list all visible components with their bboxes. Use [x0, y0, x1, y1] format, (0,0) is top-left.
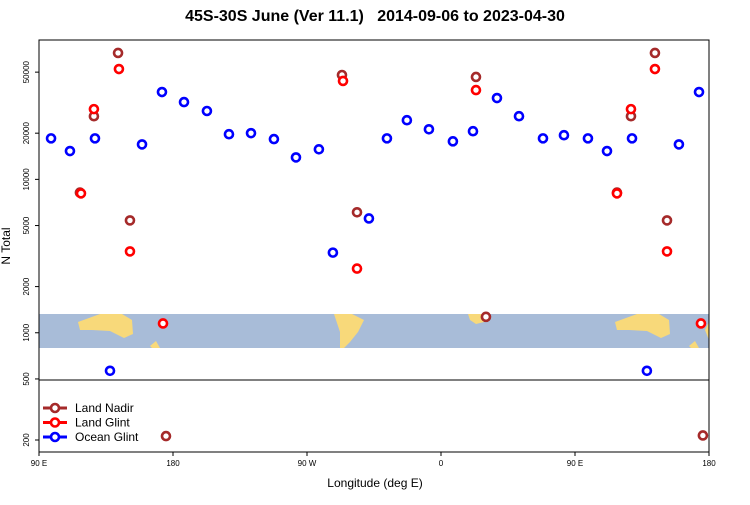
- point: [626, 133, 638, 144]
- legend-label: Land Glint: [75, 416, 130, 430]
- point: [601, 145, 613, 157]
- point: [582, 133, 594, 144]
- point: [695, 318, 707, 329]
- point: [89, 133, 101, 144]
- legend-marker: [49, 402, 61, 414]
- point: [480, 311, 492, 323]
- point: [124, 246, 136, 257]
- point: [64, 145, 76, 157]
- legend-marker: [49, 431, 61, 443]
- point: [113, 63, 125, 75]
- x-tick-label: 90 W: [298, 459, 317, 468]
- x-tick-label: 90 E: [567, 459, 583, 468]
- x-tick-label: 180: [166, 459, 180, 468]
- point: [245, 127, 257, 139]
- point: [558, 129, 570, 141]
- point: [641, 365, 653, 377]
- point: [693, 86, 705, 98]
- point: [661, 246, 673, 257]
- point: [88, 103, 100, 115]
- point: [104, 365, 116, 377]
- point: [156, 86, 168, 98]
- legend-marker: [49, 417, 61, 428]
- point: [470, 71, 482, 83]
- point: [363, 213, 375, 224]
- point: [124, 215, 136, 226]
- point: [401, 114, 413, 126]
- point: [423, 124, 435, 135]
- x-tick-label: 90 E: [31, 459, 47, 468]
- point: [223, 128, 235, 140]
- point: [470, 84, 482, 96]
- y-tick-label: 200: [22, 433, 31, 447]
- point: [160, 430, 172, 442]
- point: [649, 47, 661, 59]
- point: [75, 188, 87, 199]
- point: [491, 92, 503, 104]
- chart-title: 45S-30S June (Ver 11.1) 2014-09-06 to 20…: [185, 8, 565, 25]
- legend-label: Ocean Glint: [75, 430, 139, 444]
- point: [661, 215, 673, 226]
- point: [447, 136, 459, 147]
- point: [467, 125, 479, 137]
- point: [136, 139, 148, 150]
- point: [649, 63, 661, 75]
- y-tick-label: 10000: [22, 168, 31, 191]
- point: [337, 75, 349, 87]
- point: [45, 133, 57, 144]
- point: [351, 206, 363, 218]
- y-tick-label: 5000: [22, 216, 31, 234]
- point: [290, 152, 302, 163]
- point: [697, 430, 709, 441]
- plot-frame: [38, 39, 710, 453]
- point: [381, 133, 393, 144]
- y-tick-label: 20000: [22, 122, 31, 145]
- x-tick-label: 180: [702, 459, 716, 468]
- map-strip: [39, 314, 709, 348]
- y-tick-label: 1000: [22, 323, 31, 341]
- point: [537, 133, 549, 144]
- y-axis-label: N Total: [0, 227, 13, 264]
- x-tick-label: 0: [439, 459, 444, 468]
- point: [327, 247, 339, 258]
- point: [268, 133, 280, 145]
- point: [157, 318, 169, 329]
- point: [112, 47, 124, 59]
- legend-label: Land Nadir: [75, 401, 134, 415]
- y-tick-label: 2000: [22, 277, 31, 295]
- y-tick-label: 50000: [22, 60, 31, 83]
- point: [513, 110, 525, 122]
- x-axis-label: Longitude (deg E): [327, 476, 422, 490]
- point: [201, 105, 213, 117]
- point: [625, 103, 637, 115]
- point: [351, 263, 363, 274]
- point: [673, 139, 685, 150]
- y-tick-label: 500: [22, 372, 31, 386]
- point: [313, 144, 325, 155]
- point: [611, 188, 623, 199]
- point: [178, 96, 190, 108]
